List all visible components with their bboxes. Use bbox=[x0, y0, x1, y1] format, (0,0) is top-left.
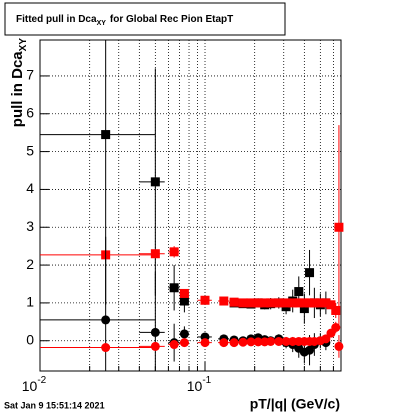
y-label: pull in DcaXY bbox=[9, 38, 29, 128]
marker-square bbox=[305, 268, 315, 278]
marker-square bbox=[299, 298, 309, 308]
marker-circle bbox=[266, 336, 276, 346]
y-label-main: pull in Dca bbox=[9, 51, 26, 128]
marker-square bbox=[229, 297, 239, 307]
marker-circle bbox=[238, 337, 248, 347]
x-label: pT/|q| (GeV/c) bbox=[250, 396, 340, 412]
x-tick-base: 10 bbox=[22, 378, 38, 394]
marker-circle bbox=[179, 329, 189, 339]
y-axis-title: pull in DcaXY bbox=[9, 38, 29, 128]
marker-circle bbox=[246, 337, 256, 347]
marker-square bbox=[321, 298, 331, 308]
marker-circle bbox=[281, 336, 291, 346]
marker-square bbox=[169, 283, 179, 293]
y-tick-label: 0 bbox=[26, 331, 34, 347]
marker-circle bbox=[334, 341, 344, 351]
y-tick-label: 3 bbox=[26, 218, 34, 234]
marker-square bbox=[294, 298, 304, 308]
marker-circle bbox=[331, 322, 341, 332]
chart-title: Fitted pull in DcaXY for Global Rec Pion … bbox=[16, 14, 233, 27]
marker-square bbox=[200, 295, 210, 305]
marker-square bbox=[305, 298, 315, 308]
x-tick-exponent: -2 bbox=[37, 375, 46, 386]
marker-square bbox=[274, 298, 284, 308]
marker-circle bbox=[101, 315, 111, 325]
marker-circle bbox=[200, 338, 210, 348]
marker-square bbox=[326, 300, 336, 310]
marker-circle bbox=[101, 343, 111, 353]
plot-frame bbox=[39, 39, 342, 372]
marker-square bbox=[331, 305, 341, 315]
y-tick-label: 1 bbox=[26, 294, 34, 310]
marker-circle bbox=[219, 338, 229, 348]
marker-circle bbox=[150, 327, 160, 337]
y-tick-label: 5 bbox=[26, 142, 34, 158]
marker-square bbox=[299, 304, 309, 314]
marker-square bbox=[101, 130, 111, 140]
marker-circle bbox=[179, 338, 189, 348]
marker-circle bbox=[150, 341, 160, 351]
marker-circle bbox=[253, 337, 263, 347]
marker-square bbox=[253, 298, 263, 308]
marker-square bbox=[169, 247, 179, 257]
y-label-subscript: XY bbox=[18, 38, 29, 52]
marker-square bbox=[315, 298, 325, 308]
y-tick-label: 2 bbox=[26, 256, 34, 272]
x-tick-label: 10-2 bbox=[22, 375, 47, 394]
title-subscript: XY bbox=[97, 20, 107, 27]
y-tick-label: 4 bbox=[26, 180, 34, 196]
title-box bbox=[4, 2, 286, 36]
timestamp: Sat Jan 9 15:51:14 2021 bbox=[4, 400, 105, 410]
marker-square bbox=[150, 177, 160, 187]
marker-square bbox=[260, 298, 270, 308]
marker-square bbox=[309, 298, 319, 308]
title-main: Fitted pull in Dca bbox=[16, 14, 97, 25]
marker-square bbox=[281, 298, 291, 308]
marker-circle bbox=[274, 336, 284, 346]
marker-square bbox=[266, 298, 276, 308]
marker-square bbox=[334, 222, 344, 232]
marker-square bbox=[294, 287, 304, 297]
y-tick-label: 7 bbox=[26, 67, 34, 83]
marker-circle bbox=[169, 340, 179, 350]
marker-square bbox=[150, 249, 160, 259]
y-tick-label: 6 bbox=[26, 104, 34, 120]
title-rest: for Global Rec Pion EtapT bbox=[110, 14, 233, 25]
marker-circle bbox=[229, 338, 239, 348]
marker-square bbox=[246, 298, 256, 308]
marker-square bbox=[238, 298, 248, 308]
x-tick-base: 10 bbox=[187, 378, 203, 394]
x-tick-exponent: -1 bbox=[202, 375, 211, 386]
x-tick-label: 10-1 bbox=[187, 375, 212, 394]
marker-square bbox=[179, 296, 189, 306]
marker-square bbox=[219, 296, 229, 306]
marker-square bbox=[179, 288, 189, 298]
marker-square bbox=[288, 298, 298, 308]
